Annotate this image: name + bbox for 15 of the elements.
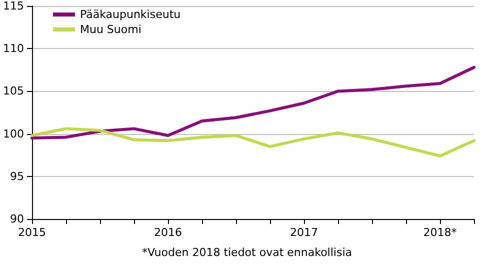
x-tick-label: 2018* — [423, 226, 458, 239]
y-tick-label: 95 — [10, 170, 24, 183]
y-tick-label: 105 — [3, 84, 24, 98]
legend-label: Muu Suomi — [80, 23, 142, 36]
y-tick-label: 100 — [3, 127, 24, 140]
line-series — [30, 66, 476, 140]
text: *Vuoden 2018 tiedot ovat ennakollisia — [142, 246, 352, 259]
y-tick-label: 110 — [3, 42, 24, 56]
y-tick-label: 115 — [3, 0, 24, 12]
y-tick-label: 90 — [10, 212, 24, 226]
x-tick-label: 2017 — [290, 226, 318, 239]
line-series — [30, 127, 476, 158]
x-tick-label: 2016 — [154, 226, 182, 239]
legend-label: Pääkaupunkiseutu — [80, 8, 181, 21]
x-tick-label: 2015 — [18, 226, 46, 239]
